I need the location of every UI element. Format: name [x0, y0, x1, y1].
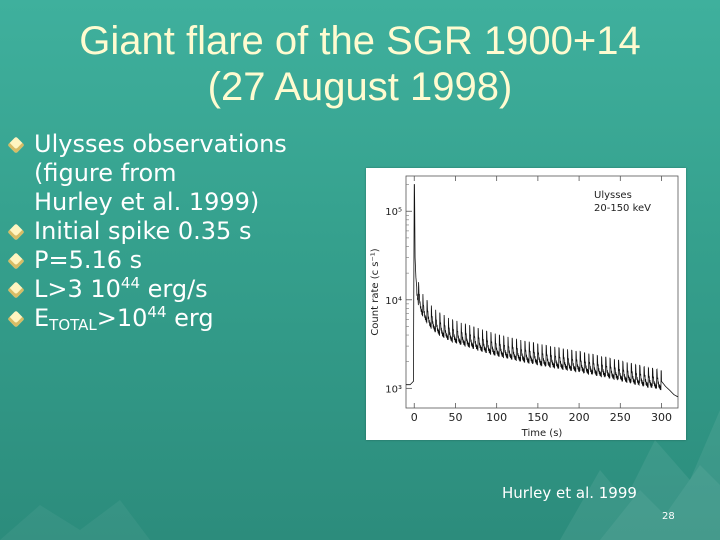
page-number: 28 — [662, 511, 675, 522]
bullet-item-ulysses: Ulysses observations (figure from Hurley… — [7, 130, 358, 217]
series-line — [406, 184, 679, 398]
bullet-text: Initial spike 0.35 s — [34, 217, 252, 245]
bullet-text: erg/s — [140, 275, 208, 303]
exponent: 44 — [147, 303, 167, 321]
y-axis-label: Count rate (c s⁻¹) — [370, 248, 381, 335]
diamond-bullet-icon — [7, 136, 25, 154]
legend-line-2: 20-150 keV — [594, 203, 651, 214]
title-line-1: Giant flare of the SGR 1900+14 — [79, 19, 641, 63]
bullet-item-period: P=5.16 s — [7, 246, 358, 275]
exponent: 44 — [120, 274, 141, 292]
y-tick-label: 10³ — [385, 384, 402, 395]
bullet-text: L>3 10 — [34, 275, 121, 303]
bullet-text: Hurley et al. 1999) — [34, 188, 260, 216]
x-axis-label: Time (s) — [521, 428, 563, 439]
bullet-item-spike: Initial spike 0.35 s — [7, 217, 358, 246]
diamond-bullet-icon — [7, 281, 25, 299]
x-tick-label: 0 — [411, 411, 418, 424]
bullet-text: Ulysses observations — [34, 130, 287, 158]
y-tick-label: 10⁵ — [385, 207, 402, 218]
bullet-text: >10 — [96, 304, 148, 332]
subscript: TOTAL — [49, 316, 97, 334]
bullet-text: (figure from — [34, 159, 177, 187]
light-curve-chart: 0 50 100 150 200 250 300 10³ 10⁴ 10⁵ Ulysses 20-… — [370, 175, 679, 439]
diamond-bullet-icon — [7, 252, 25, 270]
y-tick-label: 10⁴ — [385, 296, 402, 307]
bullet-item-luminosity: L>3 1044 erg/s — [7, 274, 358, 304]
diamond-bullet-icon — [7, 223, 25, 241]
title-line-2: (27 August 1998) — [207, 65, 513, 109]
diamond-bullet-icon — [7, 310, 25, 328]
figure-caption: Hurley et al. 1999 — [502, 484, 637, 502]
x-tick-label: 300 — [651, 411, 672, 424]
bullet-text: P=5.16 s — [34, 246, 143, 274]
x-tick-label: 200 — [569, 411, 590, 424]
x-tick-label: 50 — [448, 411, 462, 424]
slide-title: Giant flare of the SGR 1900+14 (27 Augus… — [20, 18, 700, 110]
light-curve-figure: 0 50 100 150 200 250 300 10³ 10⁴ 10⁵ Ulysses 20-… — [366, 168, 686, 440]
legend-line-1: Ulysses — [594, 190, 632, 201]
x-tick-label: 150 — [527, 411, 548, 424]
x-tick-label: 100 — [486, 411, 507, 424]
x-tick-label: 250 — [610, 411, 631, 424]
bullet-item-energy: ETOTAL>1044 erg — [7, 303, 358, 334]
bullet-list: Ulysses observations (figure from Hurley… — [7, 130, 358, 334]
bullet-text: E — [34, 304, 50, 332]
plot-frame — [405, 175, 679, 409]
bullet-text: erg — [166, 304, 214, 332]
